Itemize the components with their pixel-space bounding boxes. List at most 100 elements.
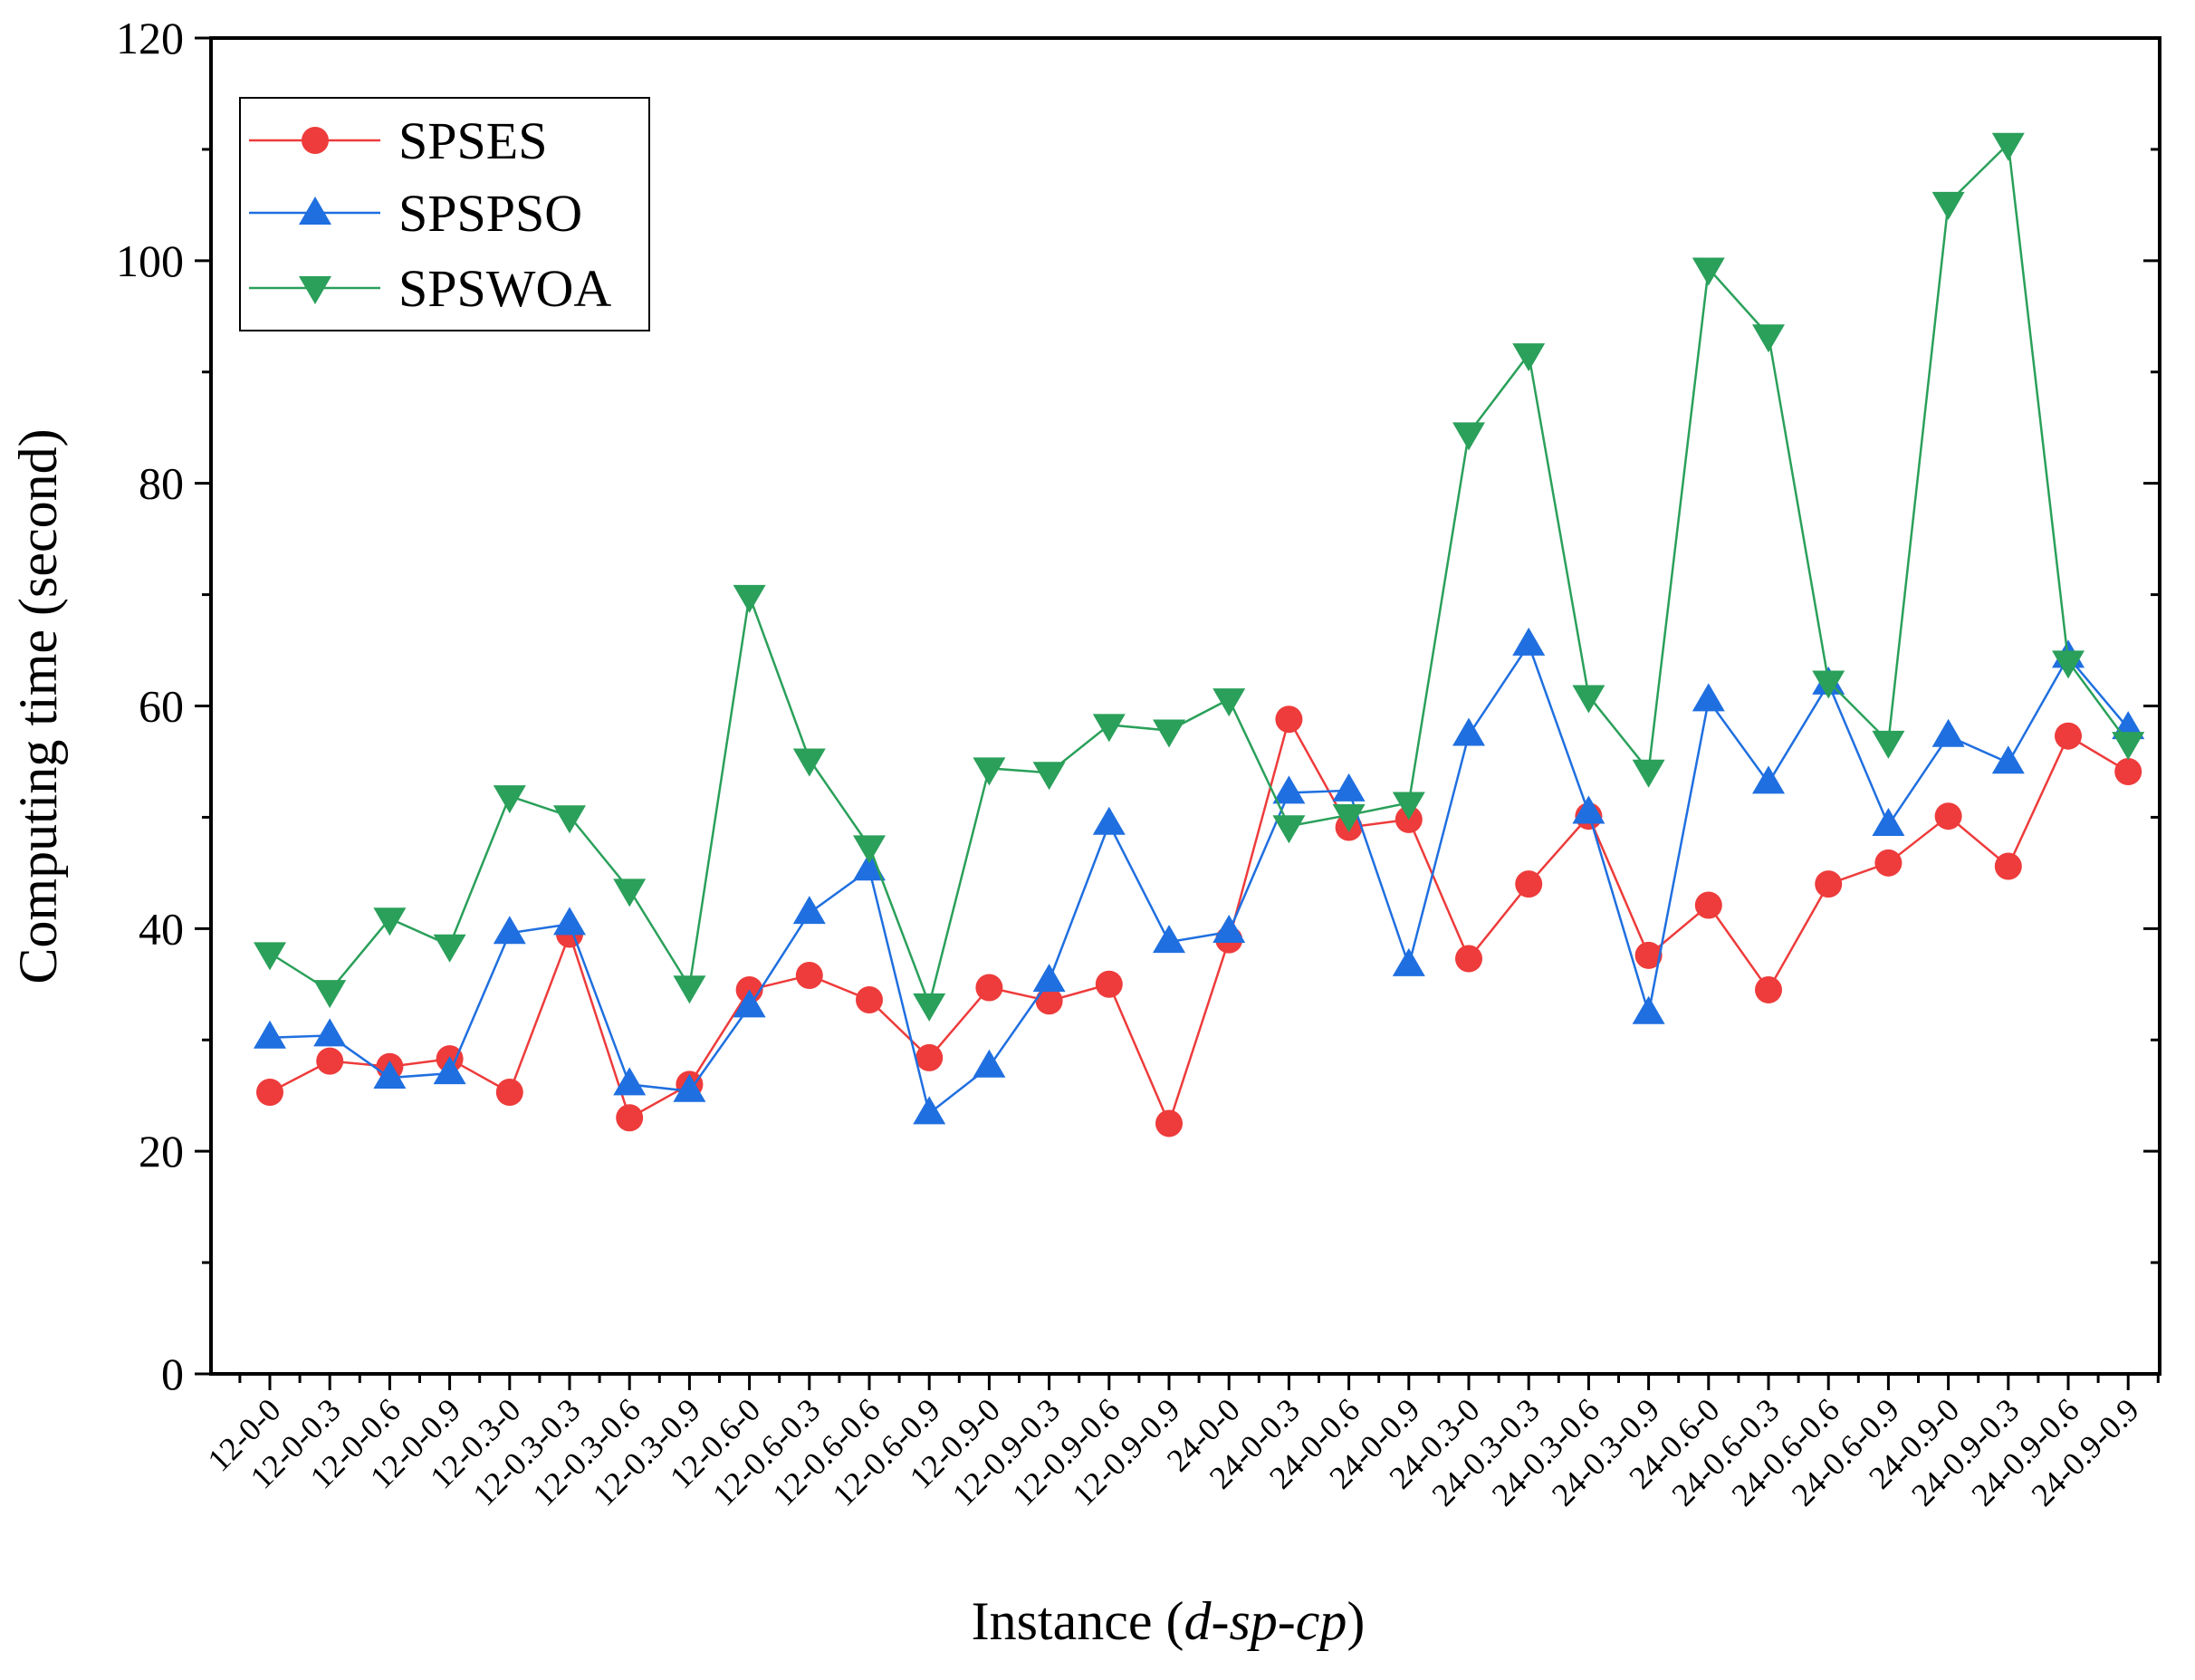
data-point-spswoa xyxy=(1572,685,1606,714)
data-point-spses xyxy=(1934,802,1962,830)
data-point-spses xyxy=(495,1079,523,1107)
data-point-spspso xyxy=(1332,773,1366,802)
data-point-spses xyxy=(1035,987,1063,1015)
data-point-spswoa xyxy=(792,748,826,777)
data-point-spswoa xyxy=(1032,762,1066,791)
x-axis-title: Instance (d-sp-cp) xyxy=(972,1591,1366,1651)
data-point-spspso xyxy=(1272,775,1306,804)
y-tick-label: 20 xyxy=(139,1126,184,1176)
data-point-spspso xyxy=(1032,964,1066,993)
data-point-spses xyxy=(1455,945,1482,973)
series-line-spswoa xyxy=(269,141,2130,1009)
y-tick-label: 100 xyxy=(116,235,184,286)
data-point-spswoa xyxy=(2052,650,2085,679)
data-point-spses xyxy=(1815,870,1843,898)
y-axis-title: Computing time (second) xyxy=(8,428,68,984)
data-point-spspso xyxy=(553,907,586,936)
data-point-spswoa xyxy=(1692,257,1725,286)
legend-marker-spses xyxy=(302,127,329,154)
data-point-spses xyxy=(2055,722,2082,750)
data-point-spses xyxy=(915,1043,944,1071)
data-point-spspso xyxy=(733,989,766,1018)
data-point-spspso xyxy=(1632,995,1665,1024)
data-point-spswoa xyxy=(1632,759,1665,788)
data-point-spses xyxy=(1994,852,2022,880)
data-point-spses xyxy=(1634,941,1663,969)
data-point-spswoa xyxy=(1812,670,1845,699)
data-point-spswoa xyxy=(613,878,647,907)
data-point-spswoa xyxy=(1332,803,1366,832)
data-point-spspso xyxy=(433,1056,466,1085)
data-point-spswoa xyxy=(853,835,886,864)
data-point-spspso xyxy=(613,1067,647,1096)
data-point-spswoa xyxy=(373,907,407,936)
data-point-spspso xyxy=(254,1020,286,1049)
series-spswoa xyxy=(254,132,2145,1022)
data-point-spses xyxy=(856,986,883,1013)
data-point-spswoa xyxy=(1153,719,1185,748)
legend-marker-spswoa xyxy=(299,276,331,304)
y-tick-label: 80 xyxy=(139,458,184,509)
data-point-spswoa xyxy=(673,975,706,1004)
y-tick-label: 120 xyxy=(116,13,184,63)
legend: SPSES SPSPSO SPSWOA xyxy=(239,97,650,331)
data-point-spspso xyxy=(313,1018,347,1047)
data-point-spspso xyxy=(1392,947,1425,976)
data-point-spses xyxy=(1515,870,1543,898)
data-point-spswoa xyxy=(1872,730,1905,759)
legend-label-spswoa: SPSWOA xyxy=(398,259,611,318)
data-point-spswoa xyxy=(913,993,946,1022)
series-layer xyxy=(254,132,2145,1138)
series-line-spspso xyxy=(269,642,2130,1116)
data-point-spspso xyxy=(1213,915,1246,944)
data-point-spswoa xyxy=(313,980,347,1009)
data-point-spswoa xyxy=(1213,688,1246,717)
data-point-spses xyxy=(1874,849,1903,877)
data-point-spses xyxy=(616,1104,644,1132)
legend-marker-spspso xyxy=(299,197,331,225)
data-point-spswoa xyxy=(1991,132,2025,161)
data-point-spses xyxy=(1095,970,1123,998)
y-tick-label: 0 xyxy=(161,1349,184,1399)
data-point-spses xyxy=(795,961,823,989)
data-point-spswoa xyxy=(1452,422,1485,451)
data-point-spswoa xyxy=(1512,343,1546,372)
legend-label-spses: SPSES xyxy=(398,111,547,170)
data-point-spspso xyxy=(792,896,826,925)
data-point-spswoa xyxy=(973,757,1006,786)
data-point-spses xyxy=(256,1079,283,1107)
legend-label-spspso: SPSPSO xyxy=(398,184,582,243)
data-point-spspso xyxy=(1991,745,2025,774)
data-point-spswoa xyxy=(493,785,526,814)
data-point-spswoa xyxy=(254,942,286,971)
x-axis-title-prefix: Instance ( xyxy=(972,1591,1184,1651)
data-point-spspso xyxy=(673,1073,706,1102)
data-point-spspso xyxy=(973,1049,1006,1078)
x-axis-title-suffix: ) xyxy=(1347,1591,1365,1651)
data-point-spswoa xyxy=(1752,324,1785,353)
data-point-spswoa xyxy=(733,584,766,613)
data-point-spses xyxy=(1275,706,1303,734)
data-point-spspso xyxy=(1452,717,1485,746)
data-point-spswoa xyxy=(1931,191,1965,220)
data-point-spswoa xyxy=(1392,792,1425,821)
data-point-spses xyxy=(2114,758,2142,786)
data-point-spspso xyxy=(913,1096,946,1125)
x-axis-title-italic: d-sp-cp xyxy=(1184,1591,1347,1651)
y-axis: 0 20 40 60 80 100 120 xyxy=(116,13,2160,1399)
data-point-spses xyxy=(1155,1109,1183,1138)
data-point-spspso xyxy=(1092,806,1126,835)
y-tick-label: 40 xyxy=(139,903,184,954)
data-point-spspso xyxy=(1752,765,1785,794)
x-axis: 12-0-012-0-0.312-0-0.612-0-0.912-0.3-012… xyxy=(201,1374,2160,1513)
data-point-spspso xyxy=(1692,683,1725,712)
data-point-spswoa xyxy=(2112,732,2145,761)
data-point-spses xyxy=(1755,975,1782,1003)
data-point-spswoa xyxy=(553,805,586,834)
data-point-spspso xyxy=(853,852,886,881)
data-point-spspso xyxy=(1572,795,1606,824)
data-point-spses xyxy=(316,1047,344,1075)
y-tick-label: 60 xyxy=(139,681,184,732)
data-point-spswoa xyxy=(1272,815,1306,844)
